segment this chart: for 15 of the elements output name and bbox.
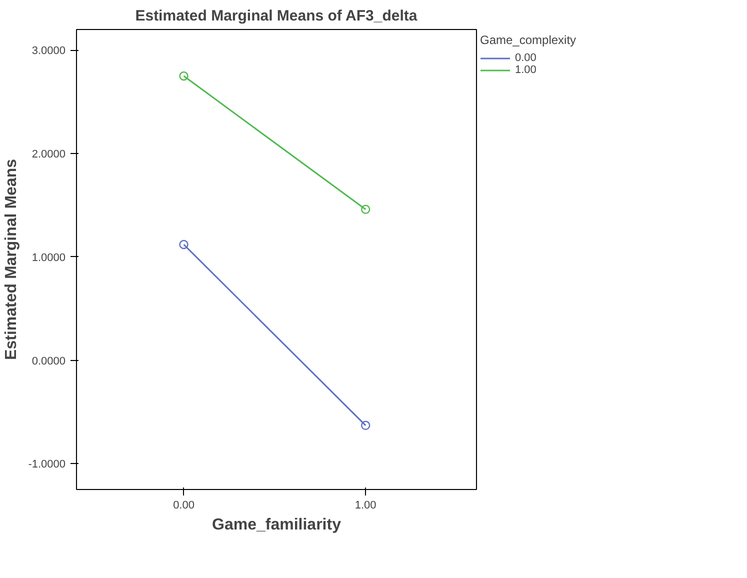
y-tick-label: 2.0000 xyxy=(32,148,66,161)
point xyxy=(179,240,188,250)
y-tick-label: 0.0000 xyxy=(32,355,66,368)
y-tick-label: 1.0000 xyxy=(32,252,66,264)
legend-label: 0.00 xyxy=(515,52,536,64)
legend-label: 1.00 xyxy=(515,64,536,76)
legend-title: Game_complexity xyxy=(480,33,576,47)
y-axis-title: Estimated Marginal Means xyxy=(3,158,20,360)
y-tick-label: -1.0000 xyxy=(28,458,66,471)
y-tick-label: 3.0000 xyxy=(32,45,66,58)
point xyxy=(179,71,188,81)
x-axis-title: Game_familiarity xyxy=(212,516,342,534)
point xyxy=(360,420,370,430)
point xyxy=(360,204,370,214)
chart-title: Estimated Marginal Means of AF3_delta xyxy=(135,8,418,24)
